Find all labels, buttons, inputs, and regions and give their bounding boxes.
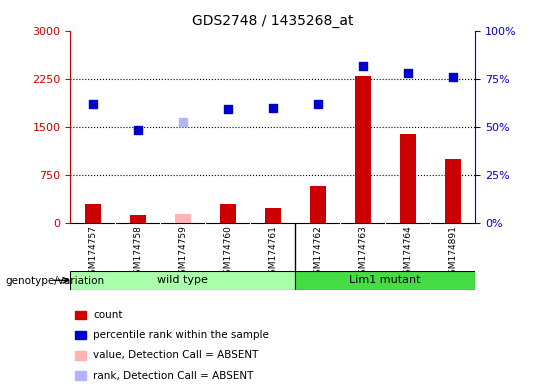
Bar — [75, 351, 86, 359]
Text: genotype/variation: genotype/variation — [5, 276, 105, 286]
Title: GDS2748 / 1435268_at: GDS2748 / 1435268_at — [192, 14, 354, 28]
Point — [133, 127, 142, 133]
Point — [313, 101, 322, 108]
Bar — [445, 159, 461, 223]
Text: GSM174760: GSM174760 — [223, 225, 232, 280]
Point — [89, 101, 97, 108]
Bar — [220, 204, 235, 223]
Bar — [265, 208, 281, 223]
Bar — [85, 204, 100, 223]
Point — [268, 105, 277, 111]
Text: GSM174763: GSM174763 — [358, 225, 367, 280]
Bar — [70, 271, 295, 290]
Text: GSM174757: GSM174757 — [88, 225, 97, 280]
Bar — [75, 371, 86, 380]
Point — [403, 70, 412, 76]
Point — [178, 119, 187, 125]
Text: GSM174758: GSM174758 — [133, 225, 142, 280]
Bar — [130, 215, 146, 223]
Text: GSM174759: GSM174759 — [178, 225, 187, 280]
Bar — [75, 331, 86, 339]
Text: GSM174891: GSM174891 — [448, 225, 457, 280]
Text: Lim1 mutant: Lim1 mutant — [349, 275, 421, 285]
Bar — [295, 271, 475, 290]
Bar — [310, 185, 326, 223]
Text: value, Detection Call = ABSENT: value, Detection Call = ABSENT — [93, 350, 259, 360]
Bar — [400, 134, 416, 223]
Bar — [75, 311, 86, 319]
Bar — [175, 214, 191, 223]
Text: count: count — [93, 310, 123, 320]
Text: percentile rank within the sample: percentile rank within the sample — [93, 330, 269, 340]
Point — [359, 63, 367, 69]
Bar — [355, 76, 370, 223]
Text: rank, Detection Call = ABSENT: rank, Detection Call = ABSENT — [93, 371, 253, 381]
Point — [224, 106, 232, 112]
Text: wild type: wild type — [157, 275, 208, 285]
Text: GSM174761: GSM174761 — [268, 225, 277, 280]
Text: GSM174762: GSM174762 — [313, 225, 322, 280]
Point — [448, 74, 457, 80]
Text: GSM174764: GSM174764 — [403, 225, 412, 280]
